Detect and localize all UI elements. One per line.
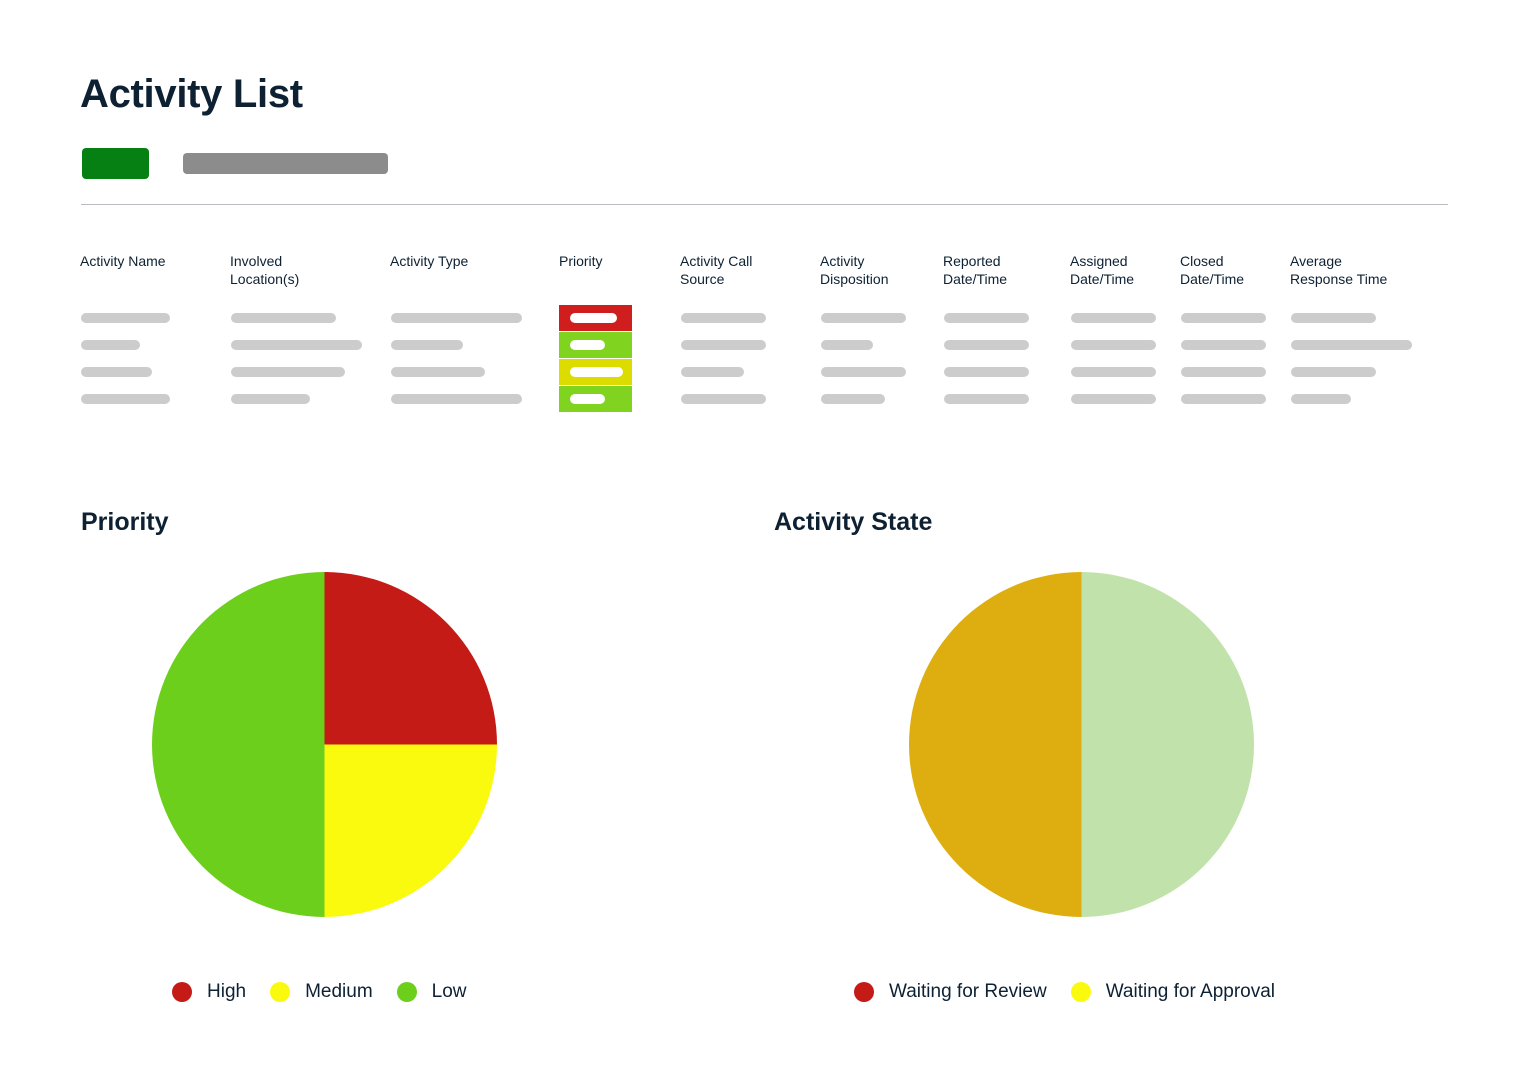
cell-placeholder (81, 313, 170, 323)
priority-badge (559, 386, 632, 412)
cell-placeholder (1181, 394, 1266, 404)
legend-dot-icon (270, 982, 291, 1002)
cell-placeholder (944, 313, 1029, 323)
cell-placeholder (1291, 340, 1412, 350)
column-header[interactable]: Activity Disposition (820, 253, 889, 287)
cell-placeholder (391, 367, 485, 377)
legend-item[interactable]: High (172, 981, 246, 1003)
cell-placeholder (1071, 340, 1156, 350)
legend-dot-icon (854, 982, 874, 1002)
pie-slice[interactable] (909, 572, 1082, 917)
cell-placeholder (1291, 394, 1351, 404)
pie-slice[interactable] (324, 744, 498, 918)
placeholder-bar (183, 153, 388, 174)
priority-placeholder (570, 313, 617, 323)
cell-placeholder (1291, 313, 1376, 323)
column-header[interactable]: Priority (559, 253, 603, 269)
pie-slice[interactable] (152, 572, 325, 917)
cell-placeholder (821, 313, 906, 323)
cell-placeholder (944, 394, 1029, 404)
activity-state-pie-chart (909, 572, 1254, 917)
cell-placeholder (231, 313, 336, 323)
legend-item[interactable]: Waiting for Review (854, 981, 1047, 1003)
cell-placeholder (1291, 367, 1376, 377)
cell-placeholder (81, 394, 170, 404)
priority-badge (559, 332, 632, 358)
legend-item[interactable]: Medium (270, 981, 373, 1003)
cell-placeholder (231, 394, 310, 404)
cell-placeholder (944, 367, 1029, 377)
legend-label: Waiting for Review (889, 981, 1047, 1002)
priority-badge (559, 359, 632, 385)
cell-placeholder (391, 340, 463, 350)
legend-label: Low (431, 981, 467, 1002)
priority-placeholder (570, 340, 605, 350)
legend-label: High (207, 981, 247, 1002)
cell-placeholder (1071, 394, 1156, 404)
cell-placeholder (821, 340, 873, 350)
legend-item[interactable]: Waiting for Approval (1070, 981, 1276, 1003)
cell-placeholder (821, 367, 906, 377)
cell-placeholder (681, 367, 744, 377)
cell-placeholder (391, 313, 522, 323)
legend-dot-icon (172, 982, 192, 1002)
cell-placeholder (681, 313, 766, 323)
column-header[interactable]: Involved Location(s) (230, 253, 300, 287)
cell-placeholder (231, 340, 362, 350)
legend-item[interactable]: Low (396, 981, 467, 1003)
cell-placeholder (681, 340, 766, 350)
cell-placeholder (81, 340, 140, 350)
legend-label: Medium (305, 981, 373, 1002)
cell-placeholder (1181, 313, 1266, 323)
priority-legend: High Medium Low (172, 981, 491, 1003)
cell-placeholder (81, 367, 152, 377)
cell-placeholder (1071, 367, 1156, 377)
cell-placeholder (681, 394, 766, 404)
column-header[interactable]: Activity Name (80, 253, 166, 269)
cell-placeholder (1181, 340, 1266, 350)
priority-badge (559, 305, 632, 331)
cell-placeholder (231, 367, 345, 377)
priority-placeholder (570, 394, 605, 404)
primary-action-button[interactable] (82, 148, 149, 179)
activity-state-chart-title: Activity State (774, 508, 933, 536)
legend-label: Waiting for Approval (1105, 981, 1276, 1002)
column-header[interactable]: Activity Type (390, 253, 469, 269)
column-header[interactable]: Activity Call Source (680, 253, 753, 287)
legend-dot-icon (1070, 982, 1091, 1002)
cell-placeholder (944, 340, 1029, 350)
pie-slice[interactable] (1081, 572, 1255, 917)
cell-placeholder (821, 394, 885, 404)
legend-dot-icon (396, 982, 417, 1002)
column-header[interactable]: Reported Date/Time (943, 253, 1008, 287)
activity-state-legend: Waiting for Review Waiting for Approval (854, 981, 1299, 1003)
divider (81, 204, 1448, 205)
column-header[interactable]: Assigned Date/Time (1070, 253, 1135, 287)
cell-placeholder (391, 394, 522, 404)
column-header[interactable]: Closed Date/Time (1180, 253, 1245, 287)
column-header[interactable]: Average Response Time (1290, 253, 1388, 287)
priority-pie-chart (152, 572, 497, 917)
priority-chart-title: Priority (81, 508, 169, 536)
cell-placeholder (1071, 313, 1156, 323)
priority-placeholder (570, 367, 623, 377)
cell-placeholder (1181, 367, 1266, 377)
pie-slice[interactable] (324, 572, 498, 745)
page-title: Activity List (80, 72, 303, 116)
